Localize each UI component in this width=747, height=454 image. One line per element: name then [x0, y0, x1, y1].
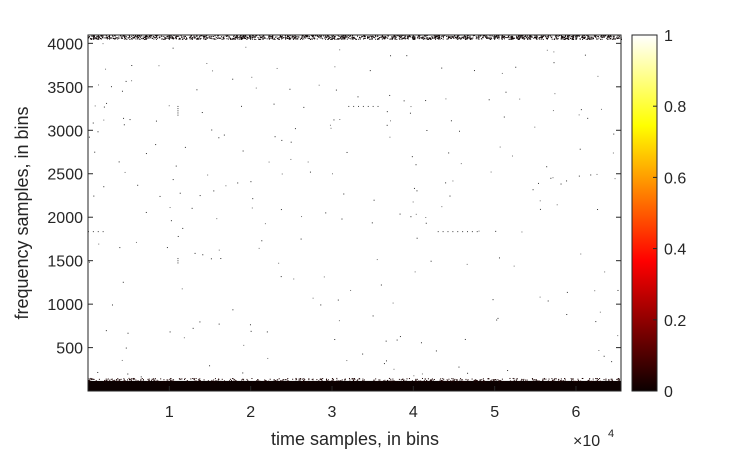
- dotted-column-1: [177, 258, 179, 264]
- y-tick-label-0: 500: [56, 341, 83, 358]
- x-exponent-label: ×10 4: [573, 428, 614, 450]
- colorbar: [631, 34, 658, 392]
- dotted-row-0: [348, 105, 379, 107]
- svg-text:4: 4: [608, 428, 614, 440]
- dotted-row-1: [437, 231, 478, 233]
- x-tick-label-3: 4: [409, 404, 418, 421]
- dense-band-0: [88, 377, 621, 391]
- y-tick-label-7: 4000: [47, 36, 83, 53]
- x-tick-label-1: 2: [246, 404, 255, 421]
- plot-area: [87, 34, 622, 392]
- x-tick-label-0: 1: [165, 404, 174, 421]
- colorbar-tick-label-0: 0: [664, 384, 673, 401]
- x-axis: 1 2 3 4 5 6: [165, 35, 581, 421]
- heatmap-speckle: [88, 43, 619, 378]
- colorbar-tick-label-3: 0.6: [664, 170, 686, 187]
- y-axis: 500 1000 1500 2000 2500 3000 3500 4000: [47, 36, 621, 358]
- x-tick-label-5: 6: [572, 404, 581, 421]
- y-axis-label: frequency samples, in bins: [12, 106, 32, 319]
- x-axis-label: time samples, in bins: [271, 429, 439, 449]
- y-tick-label-5: 3000: [47, 123, 83, 140]
- colorbar-tick-label-2: 0.4: [664, 242, 686, 259]
- dotted-column-0: [177, 105, 179, 116]
- colorbar-tick-label-1: 0.2: [664, 313, 686, 330]
- colorbar-tick-label-5: 1: [664, 28, 673, 45]
- colorbar-ticks: 0 0.2 0.4 0.6 0.8 1: [653, 28, 686, 401]
- x-tick-label-2: 3: [328, 404, 337, 421]
- colorbar-tick-label-4: 0.8: [664, 99, 686, 116]
- y-tick-label-3: 2000: [47, 210, 83, 227]
- y-tick-label-4: 2500: [47, 167, 83, 184]
- x-tick-label-4: 5: [490, 404, 499, 421]
- heatmap-background: [88, 35, 621, 391]
- y-tick-label-1: 1000: [47, 297, 83, 314]
- svg-text:×10: ×10: [573, 433, 600, 450]
- y-tick-label-6: 3500: [47, 80, 83, 97]
- y-tick-label-2: 1500: [47, 254, 83, 271]
- heatmap-content: [88, 35, 622, 391]
